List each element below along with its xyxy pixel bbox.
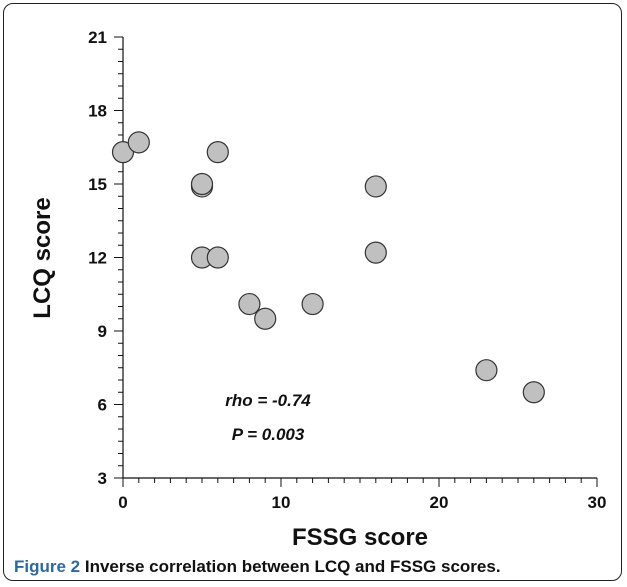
y-tick-label: 12 (88, 249, 107, 268)
data-point (254, 307, 277, 330)
data-points (111, 131, 545, 404)
data-point (364, 241, 387, 264)
data-point (238, 292, 261, 316)
axes: 0 10 20 30 3 6 9 12 15 18 21 (88, 28, 606, 512)
data-point (206, 141, 229, 164)
y-axis-title: LCQ score (29, 197, 56, 318)
y-tick-label: 15 (88, 175, 107, 194)
data-point (127, 131, 150, 154)
caption-text: Inverse correlation between LCQ and FSSG… (84, 557, 501, 576)
data-point (301, 292, 324, 316)
data-point (190, 172, 214, 196)
y-tick-label: 21 (88, 28, 107, 47)
data-point (475, 359, 498, 382)
rho-annotation: rho = -0.74 (225, 391, 311, 410)
data-point (206, 246, 229, 269)
data-point (364, 175, 387, 198)
x-tick-label: 0 (118, 493, 127, 512)
figure-frame (3, 3, 622, 581)
caption-label: Figure 2 (14, 557, 81, 576)
y-tick-label: 6 (98, 396, 107, 415)
x-axis-title: FSSG score (292, 524, 428, 551)
x-tick-label: 30 (588, 493, 607, 512)
y-tick-label: 3 (98, 469, 107, 488)
y-tick-label: 9 (98, 322, 107, 341)
figure-caption: Figure 2 Inverse correlation between LCQ… (14, 557, 501, 577)
data-point (522, 381, 545, 404)
data-point (111, 141, 135, 164)
x-tick-label: 10 (272, 493, 291, 512)
y-tick-label: 18 (88, 102, 107, 121)
x-tick-label: 20 (430, 493, 449, 512)
p-value-annotation: P = 0.003 (232, 425, 305, 444)
